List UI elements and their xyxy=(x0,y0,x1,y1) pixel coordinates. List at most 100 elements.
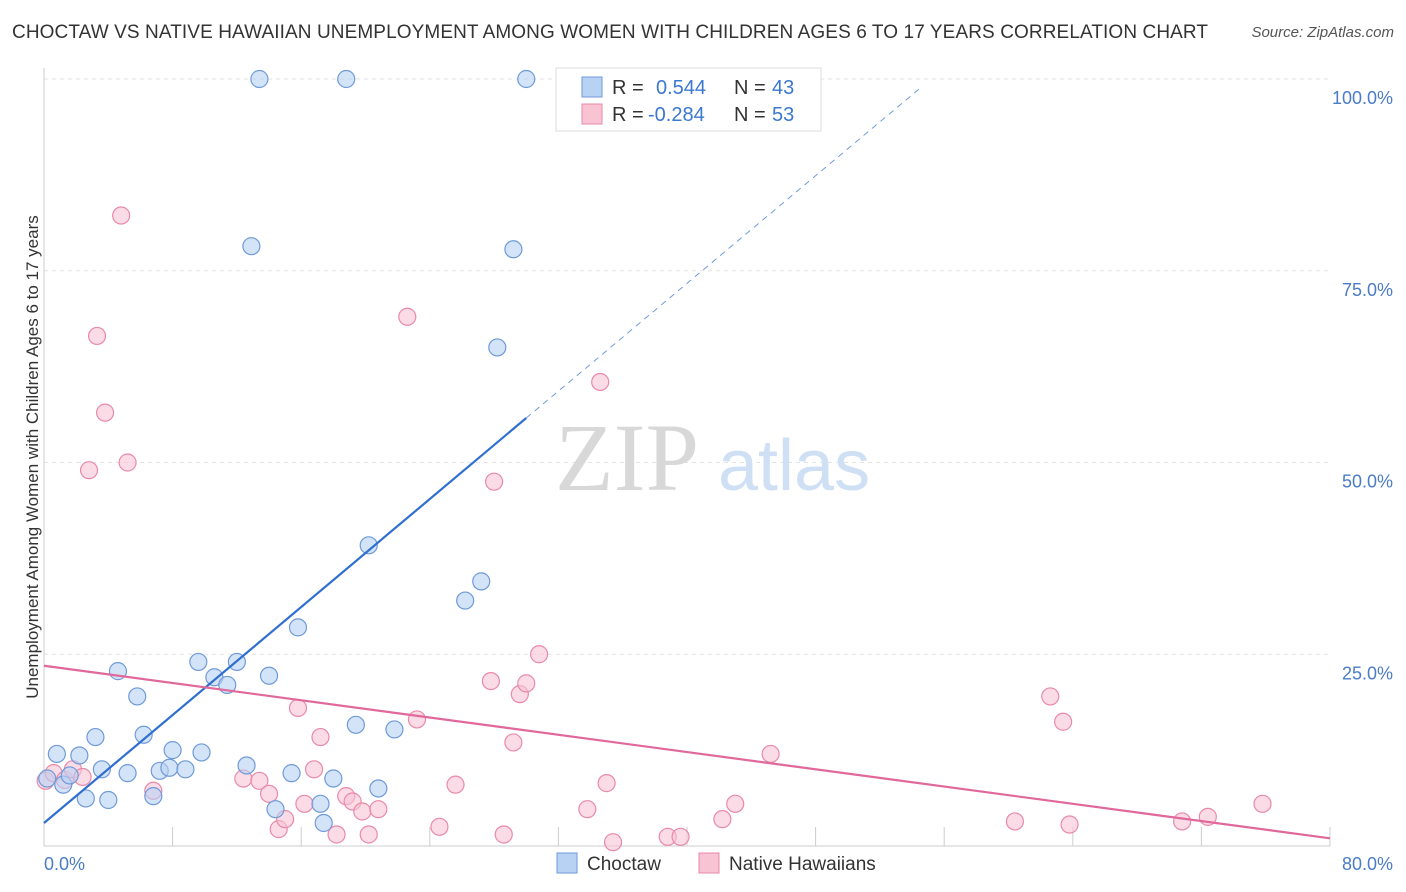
legend-n-label-hawaiian: N = xyxy=(734,104,766,126)
legend-n-label-choctaw: N = xyxy=(734,77,766,99)
hawaiian-point-38 xyxy=(591,372,610,392)
choctaw-point-38 xyxy=(456,591,475,610)
hawaiian-point-18 xyxy=(304,760,324,779)
choctaw-point-15 xyxy=(160,758,179,777)
hawaiian-point-49 xyxy=(1060,815,1079,834)
hawaiian-point-29 xyxy=(446,775,465,794)
hawaiian-point-43 xyxy=(713,810,732,829)
choctaw-point-17 xyxy=(176,760,195,779)
choctaw-point-41 xyxy=(504,240,523,259)
hawaiian-point-20 xyxy=(327,825,346,844)
legend-r-value-choctaw: 0.544 xyxy=(656,77,706,99)
choctaw-point-18 xyxy=(189,652,208,672)
hawaiian-point-25 xyxy=(369,800,388,819)
hawaiian-point-44 xyxy=(726,794,745,813)
choctaw-point-7 xyxy=(92,760,111,779)
choctaw-trend-extension xyxy=(525,87,921,419)
bottom-legend-label-hawaiian: Native Hawaiians xyxy=(729,854,876,875)
choctaw-point-4 xyxy=(70,746,89,765)
choctaw-point-42 xyxy=(517,69,536,89)
choctaw-point-33 xyxy=(337,69,356,89)
hawaiian-point-37 xyxy=(578,800,597,819)
hawaiian-point-8 xyxy=(112,206,131,225)
legend-n-value-choctaw: 43 xyxy=(772,77,794,99)
hawaiian-point-48 xyxy=(1054,712,1073,731)
y-tick-label-3: 100.0% xyxy=(1332,88,1393,108)
axes xyxy=(43,68,1331,847)
trend-lines xyxy=(43,87,1331,840)
x-tick-label-1: 80.0% xyxy=(1342,854,1393,874)
hawaiian-trend-line xyxy=(43,664,1331,840)
hawaiian-point-23 xyxy=(353,802,372,821)
grid-lines xyxy=(44,78,1330,655)
legend-r-label-choctaw: R = xyxy=(612,77,644,99)
bottom-legend: Choctaw Native Hawaiians xyxy=(556,852,876,875)
choctaw-trend-line xyxy=(43,417,527,824)
choctaw-point-39 xyxy=(472,572,491,591)
tick-labels: 25.0% 50.0% 75.0% 100.0% 0.0% 80.0% xyxy=(44,88,1393,874)
bottom-legend-swatch-hawaiian xyxy=(698,852,720,874)
legend-swatch-hawaiian xyxy=(581,103,603,125)
legend-r-value-hawaiian: -0.284 xyxy=(648,104,705,126)
hawaiian-point-7 xyxy=(95,403,115,422)
hawaiian-point-12 xyxy=(250,771,269,790)
watermark: ZIP atlas xyxy=(555,404,870,511)
hawaiian-point-27 xyxy=(407,710,427,729)
hawaiian-point-13 xyxy=(259,784,279,803)
choctaw-point-13 xyxy=(144,787,163,806)
hawaiian-point-40 xyxy=(603,833,623,852)
watermark-zip: ZIP xyxy=(555,404,699,511)
hawaiian-point-30 xyxy=(481,671,500,691)
choctaw-point-37 xyxy=(385,720,404,739)
hawaiian-point-24 xyxy=(359,825,378,844)
choctaw-point-12 xyxy=(134,725,153,744)
hawaiian-point-50 xyxy=(1173,812,1192,831)
choctaw-point-16 xyxy=(163,741,182,760)
hawaiian-point-26 xyxy=(398,307,417,326)
legend: R = 0.544 N = 43 R = -0.284 N = 53 xyxy=(555,67,822,132)
legend-swatch-choctaw xyxy=(581,76,603,98)
choctaw-point-19 xyxy=(192,743,211,762)
hawaiian-point-17 xyxy=(295,794,314,813)
choctaw-point-10 xyxy=(118,764,137,783)
watermark-atlas: atlas xyxy=(718,426,870,506)
choctaw-point-31 xyxy=(314,813,333,833)
hawaiian-point-9 xyxy=(118,453,137,472)
y-axis-label: Unemployment Among Women with Children A… xyxy=(23,215,42,699)
legend-n-value-hawaiian: 53 xyxy=(772,104,794,126)
choctaw-point-29 xyxy=(288,618,308,637)
hawaiian-point-33 xyxy=(504,733,523,752)
hawaiian-point-42 xyxy=(671,827,690,846)
chart-source: Source: ZipAtlas.com xyxy=(1251,24,1394,41)
hawaiian-point-19 xyxy=(311,727,330,747)
choctaw-point-24 xyxy=(242,237,261,256)
choctaw-point-3 xyxy=(60,766,79,785)
bottom-legend-swatch-choctaw xyxy=(556,852,578,874)
hawaiian-point-36 xyxy=(530,645,549,664)
bottom-legend-label-choctaw: Choctaw xyxy=(587,854,661,875)
hawaiian-point-46 xyxy=(1005,812,1025,831)
choctaw-point-6 xyxy=(86,727,105,747)
x-tick-label-0: 0.0% xyxy=(44,854,85,874)
hawaiian-point-35 xyxy=(517,674,536,693)
hawaiian-point-16 xyxy=(288,698,308,718)
hawaiian-point-5 xyxy=(79,461,99,480)
chart-title: CHOCTAW VS NATIVE HAWAIIAN UNEMPLOYMENT … xyxy=(12,22,1209,43)
y-tick-label-2: 75.0% xyxy=(1342,280,1393,300)
choctaw-point-36 xyxy=(369,779,388,798)
choctaw-point-28 xyxy=(282,764,301,783)
legend-r-label-hawaiian: R = xyxy=(612,104,644,126)
hawaiian-point-52 xyxy=(1253,794,1272,813)
choctaw-point-1 xyxy=(47,744,66,764)
choctaw-point-30 xyxy=(311,794,330,813)
hawaiian-point-6 xyxy=(87,326,107,346)
choctaw-point-32 xyxy=(324,769,343,788)
y-tick-label-0: 25.0% xyxy=(1342,663,1393,683)
y-tick-label-1: 50.0% xyxy=(1342,472,1393,492)
native-hawaiians-points xyxy=(36,206,1272,852)
choctaw-point-11 xyxy=(128,687,147,706)
hawaiian-point-47 xyxy=(1041,687,1060,706)
choctaw-point-40 xyxy=(488,338,507,357)
hawaiian-point-28 xyxy=(430,817,449,836)
choctaw-point-5 xyxy=(76,789,95,808)
